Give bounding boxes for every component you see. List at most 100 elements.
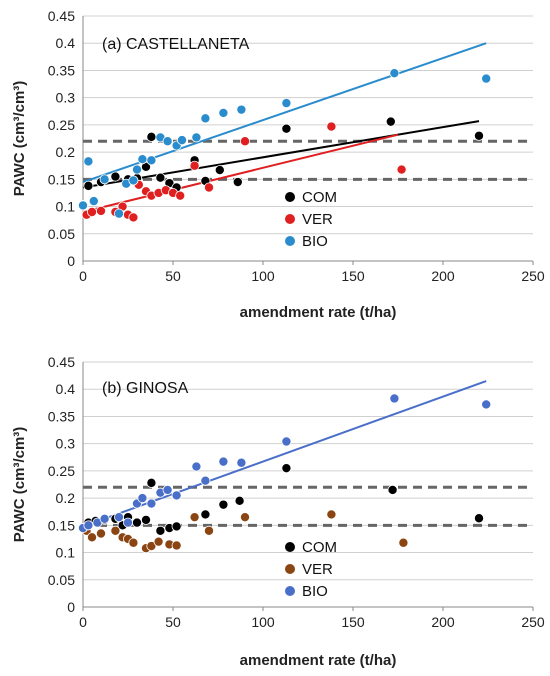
data-point-ver xyxy=(110,525,121,536)
data-point-com xyxy=(110,171,121,182)
data-point-ver xyxy=(171,540,182,551)
x-tick-label: 0 xyxy=(79,614,87,630)
data-point-bio xyxy=(114,512,125,523)
data-point-com xyxy=(131,517,142,528)
data-point-ver xyxy=(326,121,337,132)
data-point-bio xyxy=(114,208,125,219)
data-point-com xyxy=(171,521,182,532)
y-tick-label: 0.35 xyxy=(48,62,75,78)
data-point-bio xyxy=(83,156,94,167)
data-point-ver xyxy=(396,164,407,175)
y-tick-label: 0.15 xyxy=(48,171,75,187)
x-tick-label: 200 xyxy=(431,268,455,284)
data-point-com xyxy=(385,116,396,127)
data-point-com xyxy=(387,484,398,495)
data-point-bio xyxy=(389,393,400,404)
y-tick-label: 0.35 xyxy=(48,408,75,424)
legend-label: VER xyxy=(302,211,333,228)
data-point-com xyxy=(146,131,157,142)
data-point-com xyxy=(232,177,243,188)
legend-label: COM xyxy=(302,189,337,206)
trend-line-bio xyxy=(82,380,487,528)
data-point-bio xyxy=(191,132,202,143)
y-tick-label: 0.3 xyxy=(56,436,76,452)
chart-panel-2: 0 0.05 0.1 0.15 0.2 0.25 0.3 0.35 0.4 0.45 0 50 100 1… xyxy=(11,354,545,669)
data-point-bio xyxy=(131,164,142,175)
data-point-ver xyxy=(96,205,107,216)
data-point-bio xyxy=(162,484,173,495)
legend-marker-com xyxy=(285,192,295,202)
data-point-bio xyxy=(389,68,400,79)
y-axis-title: PAWC (cm³/cm³) xyxy=(11,427,28,543)
data-point-ver xyxy=(239,512,250,523)
data-point-ver xyxy=(203,525,214,536)
data-point-bio xyxy=(281,98,292,109)
data-point-bio xyxy=(236,104,247,115)
x-axis-title: amendment rate (t/ha) xyxy=(240,652,397,669)
y-tick-label: 0.25 xyxy=(48,117,75,133)
legend-marker-com xyxy=(285,542,295,552)
panel-title: (b) GINOSA xyxy=(102,380,189,397)
x-tick-label: 0 xyxy=(79,268,87,284)
x-tick-label: 50 xyxy=(165,268,181,284)
data-point-bio xyxy=(218,107,229,118)
data-point-ver xyxy=(153,536,164,547)
data-point-com xyxy=(218,499,229,510)
data-point-bio xyxy=(481,399,492,410)
data-point-ver xyxy=(128,212,139,223)
data-point-com xyxy=(234,495,245,506)
y-tick-label: 0.05 xyxy=(48,572,75,588)
data-point-bio xyxy=(171,490,182,501)
y-tick-label: 0.2 xyxy=(56,490,76,506)
x-tick-label: 150 xyxy=(341,614,365,630)
data-point-ver xyxy=(96,528,107,539)
data-point-ver xyxy=(87,532,98,543)
y-tick-label: 0 xyxy=(67,253,75,269)
data-point-com xyxy=(473,513,484,524)
data-point-bio xyxy=(162,136,173,147)
x-tick-label: 100 xyxy=(251,268,275,284)
panel-title: (a) CASTELLANETA xyxy=(102,36,250,53)
x-tick-label: 100 xyxy=(251,614,275,630)
legend-marker-ver xyxy=(285,214,295,224)
x-tick-label: 150 xyxy=(341,268,365,284)
data-point-bio xyxy=(128,175,139,186)
data-point-bio xyxy=(191,461,202,472)
y-tick-label: 0.3 xyxy=(56,90,76,106)
data-point-com xyxy=(146,477,157,488)
legend-marker-bio xyxy=(285,236,295,246)
data-point-ver xyxy=(398,537,409,548)
data-point-bio xyxy=(78,200,89,211)
legend-label: COM xyxy=(302,539,337,556)
y-tick-label: 0.2 xyxy=(56,144,76,160)
data-point-bio xyxy=(88,196,99,207)
data-point-bio xyxy=(146,155,157,166)
data-point-bio xyxy=(83,520,94,531)
y-tick-label: 0.15 xyxy=(48,517,75,533)
data-point-ver xyxy=(175,190,186,201)
data-point-ver xyxy=(326,509,337,520)
data-point-com xyxy=(155,172,166,183)
data-point-ver xyxy=(203,182,214,193)
data-point-ver xyxy=(189,512,200,523)
data-point-com xyxy=(155,525,166,536)
x-tick-label: 250 xyxy=(521,614,545,630)
data-point-com xyxy=(281,123,292,134)
y-tick-label: 0.4 xyxy=(56,381,76,397)
data-point-bio xyxy=(481,73,492,84)
legend-marker-bio xyxy=(285,586,295,596)
data-point-ver xyxy=(189,160,200,171)
y-tick-label: 0.1 xyxy=(56,545,76,561)
data-point-bio xyxy=(146,498,157,509)
data-point-bio xyxy=(281,436,292,447)
y-tick-label: 0.45 xyxy=(48,354,75,370)
x-axis-title: amendment rate (t/ha) xyxy=(240,304,397,321)
data-point-bio xyxy=(123,517,134,528)
x-tick-label: 200 xyxy=(431,614,455,630)
data-point-com xyxy=(83,180,94,191)
y-tick-label: 0.05 xyxy=(48,226,75,242)
data-point-com xyxy=(281,463,292,474)
data-point-bio xyxy=(137,154,148,165)
data-point-bio xyxy=(236,457,247,468)
